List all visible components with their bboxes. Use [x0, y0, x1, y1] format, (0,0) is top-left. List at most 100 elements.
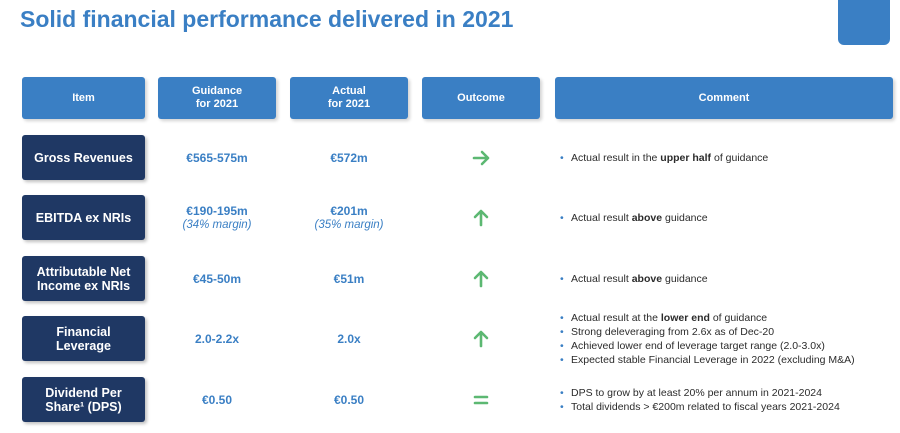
row-item-text: Dividend Per Share¹ (DPS)	[45, 386, 121, 414]
guidance-main: 2.0-2.2x	[194, 331, 240, 346]
row-outcome	[422, 195, 540, 240]
row-item-text: EBITDA ex NRIs	[36, 211, 131, 225]
header-label-line: for 2021	[327, 98, 371, 110]
header-label-line: Outcome	[457, 91, 505, 104]
row-item-text: Gross Revenues	[34, 151, 133, 165]
comment-text: Strong deleveraging from 2.6x as of Dec-…	[571, 325, 775, 338]
row-outcome	[422, 135, 540, 180]
actual-main: €572m	[330, 150, 368, 165]
row-comment: • Actual result above guidance	[560, 256, 895, 301]
bullet-dot-icon: •	[560, 339, 564, 352]
guidance-sub: (34% margin)	[182, 218, 252, 231]
row-guidance-value: 2.0-2.2x	[158, 316, 276, 361]
row-guidance-value: €45-50m	[158, 256, 276, 301]
row-outcome	[422, 316, 540, 361]
header-guidance: Guidance for 2021	[158, 77, 276, 119]
comment-bullet: • Actual result at the lower end of guida…	[560, 311, 895, 325]
comment-bullet: • DPS to grow by at least 20% per annum i…	[560, 386, 895, 400]
row-item-line: Financial	[56, 324, 111, 339]
arrow-up-icon	[473, 209, 489, 226]
bullet-dot-icon: •	[560, 151, 564, 164]
comment-bullet: • Strong deleveraging from 2.6x as of Dec…	[560, 325, 895, 339]
row-item-line: Income ex NRIs	[36, 278, 131, 293]
row-item-label: Attributable Net Income ex NRIs	[22, 256, 145, 301]
header-label-line: Actual	[332, 85, 366, 97]
comment-bullet: • Total dividends > €200m related to fisc…	[560, 400, 895, 414]
row-comment: • DPS to grow by at least 20% per annum i…	[560, 377, 895, 422]
arrow-up-icon	[473, 270, 489, 287]
comment-bullet: • Achieved lower end of leverage target r…	[560, 339, 895, 353]
comment-text: Expected stable Financial Leverage in 20…	[571, 353, 855, 366]
header-item: Item	[22, 77, 145, 119]
comment-bullet: • Actual result above guidance	[560, 211, 895, 225]
comment-text: DPS to grow by at least 20% per annum in…	[571, 386, 822, 399]
actual-sub: (35% margin)	[314, 218, 384, 231]
row-comment: • Actual result above guidance	[560, 195, 895, 240]
arrow-right-icon	[472, 150, 490, 165]
comment-text: Actual result above guidance	[571, 211, 708, 224]
row-actual-value: €0.50	[290, 377, 408, 422]
row-item-label: Gross Revenues	[22, 135, 145, 180]
comment-text: Total dividends > €200m related to fisca…	[571, 400, 840, 413]
header-outcome-label: Outcome	[457, 92, 505, 105]
row-guidance-value: €565-575m	[158, 135, 276, 180]
row-guidance-value: €0.50	[158, 377, 276, 422]
row-item-text: Attributable Net Income ex NRIs	[37, 265, 131, 293]
actual-main: €0.50	[333, 392, 365, 407]
row-item-line: Gross Revenues	[34, 150, 133, 165]
bullet-dot-icon: •	[560, 211, 564, 224]
guidance-main: €565-575m	[186, 150, 248, 165]
arrow-up-icon	[473, 330, 489, 347]
header-comment-label: Comment	[699, 92, 750, 105]
row-actual-value: €572m	[290, 135, 408, 180]
comment-text: Actual result in the upper half of guida…	[571, 151, 769, 164]
comment-text: Actual result above guidance	[571, 272, 708, 285]
equals-icon	[473, 395, 489, 404]
guidance-main: €190-195m	[186, 203, 248, 218]
header-label-line: for 2021	[195, 98, 239, 110]
header-actual-label: Actual for 2021	[328, 85, 370, 111]
row-comment: • Actual result at the lower end of guida…	[560, 312, 895, 366]
row-item-line: Leverage	[56, 338, 111, 353]
row-item-label: Financial Leverage	[22, 316, 145, 361]
header-guidance-label: Guidance for 2021	[192, 85, 242, 111]
page-title: Solid financial performance delivered in…	[20, 6, 514, 32]
comment-bullet: • Expected stable Financial Leverage in 2…	[560, 353, 895, 367]
header-actual: Actual for 2021	[290, 77, 408, 119]
header-outcome: Outcome	[422, 77, 540, 119]
row-item-label: EBITDA ex NRIs	[22, 195, 145, 240]
comment-bullet: • Actual result in the upper half of guid…	[560, 151, 895, 165]
actual-main: €201m	[330, 203, 368, 218]
header-comment: Comment	[555, 77, 893, 119]
row-item-text: Financial Leverage	[56, 325, 111, 353]
row-comment: • Actual result in the upper half of guid…	[560, 135, 895, 180]
row-actual-value: 2.0x	[290, 316, 408, 361]
row-item-line: Attributable Net	[36, 264, 131, 279]
row-outcome	[422, 377, 540, 422]
header-label-line: Guidance	[191, 85, 243, 97]
comment-bullet: • Actual result above guidance	[560, 272, 895, 286]
actual-main: €51m	[333, 271, 365, 286]
bullet-dot-icon: •	[560, 325, 564, 338]
corner-accent-block	[838, 0, 890, 45]
row-guidance-value: €190-195m (34% margin)	[158, 195, 276, 240]
row-item-label: Dividend Per Share¹ (DPS)	[22, 377, 145, 422]
comment-text: Actual result at the lower end of guidan…	[571, 311, 768, 324]
header-label-line: Comment	[698, 91, 750, 104]
row-actual-value: €51m	[290, 256, 408, 301]
header-item-label: Item	[72, 92, 95, 105]
bullet-dot-icon: •	[560, 386, 564, 399]
bullet-dot-icon: •	[560, 272, 564, 285]
bullet-dot-icon: •	[560, 353, 564, 366]
header-label-line: Item	[72, 91, 95, 104]
row-actual-value: €201m (35% margin)	[290, 195, 408, 240]
guidance-main: €0.50	[201, 392, 233, 407]
actual-main: 2.0x	[337, 331, 361, 346]
row-item-line: Share¹ (DPS)	[45, 399, 122, 414]
row-item-line: Dividend Per	[45, 385, 122, 400]
bullet-dot-icon: •	[560, 400, 564, 413]
row-item-line: EBITDA ex NRIs	[35, 210, 132, 225]
comment-text: Achieved lower end of leverage target ra…	[571, 339, 825, 352]
row-outcome	[422, 256, 540, 301]
guidance-main: €45-50m	[192, 271, 242, 286]
